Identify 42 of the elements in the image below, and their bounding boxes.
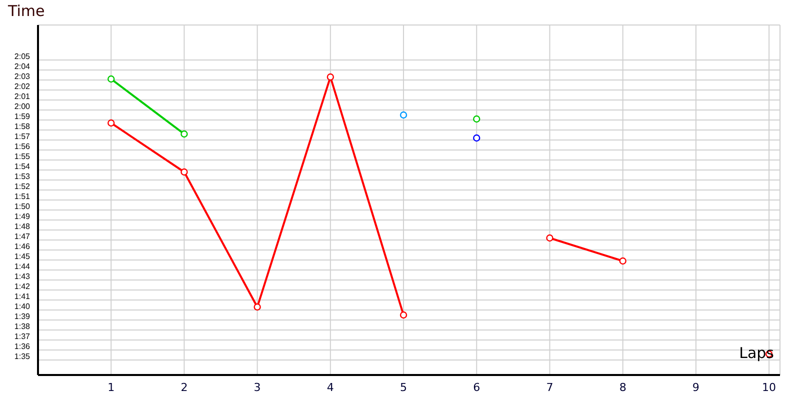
y-tick-label: 1:40	[14, 302, 31, 311]
y-tick-label: 2:00	[14, 102, 31, 111]
y-axis-title: Time	[8, 2, 45, 20]
x-tick-label: 1	[108, 380, 115, 394]
y-tick-label: 1:54	[14, 162, 31, 171]
x-tick-label: 8	[619, 380, 626, 394]
x-tick-label: 6	[473, 380, 480, 394]
y-tick-label: 1:50	[14, 202, 31, 211]
y-tick-label: 2:03	[14, 72, 31, 81]
y-tick-label: 1:55	[14, 152, 31, 161]
y-tick-label: 1:49	[14, 212, 31, 221]
y-tick-label: 1:36	[14, 342, 31, 351]
y-tick-label: 1:39	[14, 312, 31, 321]
x-tick-label: 7	[546, 380, 554, 394]
x-tick-label: 10	[762, 380, 776, 394]
y-tick-label: 2:02	[14, 82, 31, 91]
x-tick-label: 5	[400, 380, 408, 394]
y-tick-label: 1:59	[14, 112, 31, 121]
y-tick-label: 2:05	[14, 52, 31, 61]
y-tick-label: 1:43	[14, 272, 31, 281]
y-tick-label: 1:42	[14, 282, 31, 291]
y-tick-label: 1:48	[14, 222, 31, 231]
y-tick-label: 1:35	[14, 352, 31, 361]
y-tick-label: 1:38	[14, 322, 31, 331]
y-tick-label: 1:58	[14, 122, 31, 131]
x-tick-label: 3	[254, 380, 261, 394]
y-tick-label: 1:47	[14, 232, 31, 241]
y-tick-label: 1:51	[14, 192, 31, 201]
y-tick-label: 1:46	[14, 242, 31, 251]
y-tick-label: 1:37	[14, 332, 31, 341]
y-tick-label: 1:45	[14, 252, 31, 261]
y-tick-label: 1:41	[14, 292, 31, 301]
y-tick-label: 2:04	[14, 62, 31, 71]
x-tick-label: 9	[692, 380, 700, 394]
y-tick-label: 1:57	[14, 132, 31, 141]
y-tick-label: 1:44	[14, 262, 31, 271]
y-tick-label: 2:01	[14, 92, 31, 101]
x-tick-label: 2	[180, 380, 188, 394]
x-tick-label: 4	[326, 380, 334, 394]
y-tick-label: 1:53	[14, 172, 31, 181]
y-tick-label: 1:56	[14, 142, 31, 151]
y-tick-label: 1:52	[14, 182, 31, 191]
